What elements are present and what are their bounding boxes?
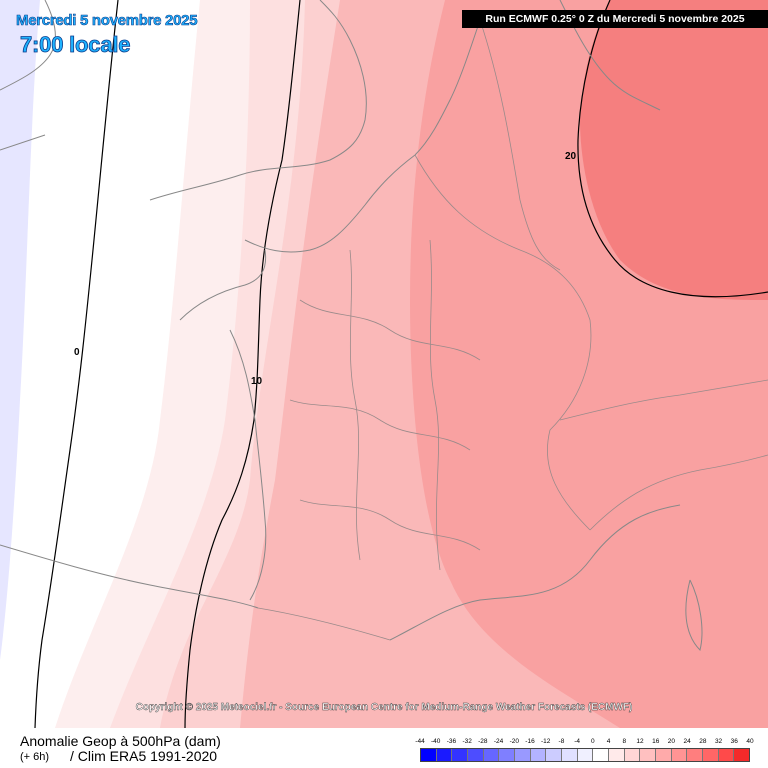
legend-label: -16 — [525, 738, 535, 745]
department-grid-1 — [299, 299, 481, 361]
legend-label: 36 — [730, 738, 738, 745]
swiss-border — [559, 379, 768, 421]
contour-label-20: 20 — [565, 151, 577, 162]
legend-label: -24 — [493, 738, 504, 745]
borders — [257, 19, 768, 641]
france-east-border — [414, 154, 592, 531]
contour-10 — [184, 0, 301, 728]
department-grid-5 — [429, 239, 441, 571]
legend-label: 4 — [606, 738, 611, 745]
contour-label-0: 0 — [74, 347, 80, 358]
copyright: Copyright © 2025 Meteociel.fr - Source E… — [135, 702, 633, 713]
legend-swatch — [703, 749, 719, 761]
legend-swatch — [734, 749, 750, 761]
climatology-label: / Clim ERA5 1991-2020 — [70, 748, 218, 764]
forecast-date: Mercredi 5 novembre 2025 — [16, 12, 198, 30]
spain-north-coast — [0, 544, 259, 609]
legend-swatch — [577, 749, 594, 761]
forecast-time: 7:00 locale — [20, 32, 131, 58]
legend-swatch — [718, 749, 735, 761]
legend-labels: -44 -40 -36 -32 -28 -24 -20 -16 -12 -8 -4 0 4 8 12 16 20… — [414, 738, 754, 747]
legend-label: 28 — [699, 738, 707, 745]
map-title: Anomalie Geop à 500hPa (dam) — [20, 733, 221, 749]
legend-swatch — [640, 749, 657, 761]
legend-label: -4 — [574, 738, 581, 745]
contour-label-10: 10 — [251, 376, 263, 387]
footer: Anomalie Geop à 500hPa (dam) (+ 6h) / Cl… — [0, 728, 768, 768]
legend-swatch — [515, 749, 531, 761]
legend-label: -44 — [415, 738, 425, 745]
coastlines — [0, 0, 703, 651]
france-west-coast — [229, 329, 267, 601]
legend-swatch — [499, 749, 516, 761]
netherlands-belgium-coast — [414, 19, 481, 156]
legend-swatch — [562, 749, 578, 761]
legend-label: 8 — [622, 738, 627, 745]
contour-20 — [577, 0, 768, 298]
legend-swatch — [530, 749, 547, 761]
legend-swatch — [436, 749, 453, 761]
legend-swatch — [421, 749, 437, 761]
legend-label: 16 — [652, 738, 660, 745]
legend-swatch — [452, 749, 469, 761]
anomaly-map: 0 10 20 — [0, 0, 768, 728]
legend-swatch — [624, 749, 641, 761]
legend-label: 0 — [591, 738, 595, 745]
uk-south-coast — [149, 0, 367, 201]
legend-label: -28 — [478, 738, 488, 745]
legend-swatch — [593, 749, 610, 761]
department-grid-2 — [289, 399, 471, 451]
france-north-coast — [244, 154, 416, 253]
brittany-coast — [179, 249, 267, 321]
legend-label: -20 — [509, 738, 519, 745]
france-spain-border — [257, 607, 391, 641]
legend-color-bar — [420, 748, 750, 762]
legend-label: 20 — [667, 738, 676, 745]
legend-swatch — [483, 749, 500, 761]
contour-0 — [34, 0, 119, 728]
band-negative — [0, 0, 40, 660]
legend-label: -40 — [431, 738, 441, 745]
legend-label: -36 — [446, 738, 457, 745]
corsica-coast — [685, 579, 703, 651]
germany-border — [479, 19, 561, 271]
legend-label: -8 — [558, 738, 565, 745]
run-info: Run ECMWF 0.25° 0 Z du Mercredi 5 novemb… — [462, 10, 768, 28]
ireland-coast — [0, 0, 56, 91]
legend-label: 40 — [746, 738, 754, 745]
italy-border — [589, 454, 768, 531]
band-20-24 — [580, 0, 768, 300]
forecast-offset: (+ 6h) — [20, 751, 50, 763]
legend-swatch — [546, 749, 563, 761]
ireland-east — [0, 134, 46, 151]
legend-label: 24 — [683, 738, 691, 745]
legend-label: -32 — [462, 738, 472, 745]
legend-label: 12 — [636, 738, 644, 745]
mediterranean-coast — [389, 504, 681, 641]
department-grid-4 — [349, 249, 361, 561]
legend-label: -12 — [541, 738, 551, 745]
legend-swatch — [671, 749, 688, 761]
legend-label: 32 — [714, 738, 723, 745]
legend-swatch — [687, 749, 704, 761]
department-grid-3 — [299, 499, 481, 551]
legend-swatch — [468, 749, 484, 761]
legend-swatch — [609, 749, 625, 761]
legend-swatch — [656, 749, 672, 761]
